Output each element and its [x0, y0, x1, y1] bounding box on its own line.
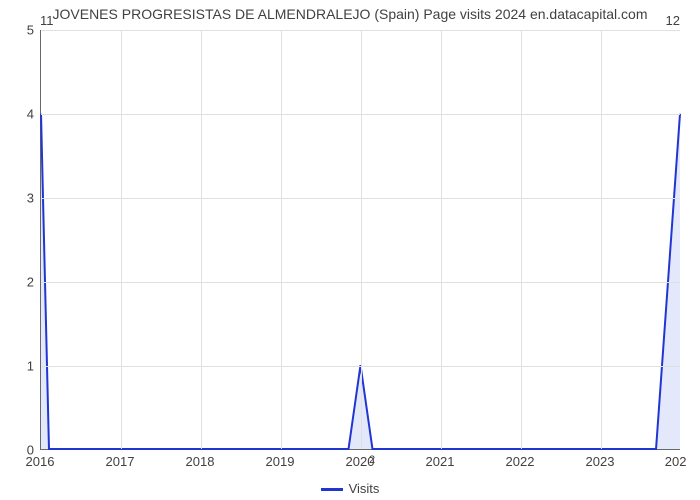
plot-area	[40, 30, 680, 450]
x-top-right-label: 12	[666, 13, 680, 28]
x-tick-label: 2018	[186, 454, 215, 469]
x-tick-label: 2019	[266, 454, 295, 469]
x-tick-label: 2022	[506, 454, 535, 469]
grid-v	[201, 30, 202, 449]
y-tick-label: 2	[27, 275, 34, 290]
x-tick-label: 2023	[586, 454, 615, 469]
x-tick-label: 2021	[426, 454, 455, 469]
x-tick-label: 2016	[26, 454, 55, 469]
grid-v	[121, 30, 122, 449]
x-top-left-label: 11	[40, 13, 54, 28]
y-tick-label: 4	[27, 107, 34, 122]
grid-v	[281, 30, 282, 449]
grid-v	[441, 30, 442, 449]
chart-container: JOVENES PROGRESISTAS DE ALMENDRALEJO (Sp…	[0, 0, 700, 500]
grid-v	[601, 30, 602, 449]
x-tick-label: 2017	[106, 454, 135, 469]
chart-title: JOVENES PROGRESISTAS DE ALMENDRALEJO (Sp…	[0, 6, 700, 22]
y-tick-label: 5	[27, 23, 34, 38]
grid-v	[521, 30, 522, 449]
y-tick-label: 3	[27, 191, 34, 206]
x-secondary-label: 2	[369, 454, 375, 466]
x-tick-label-last: 202	[665, 454, 687, 469]
legend-label: Visits	[349, 481, 380, 496]
legend: Visits	[0, 481, 700, 496]
legend-swatch	[321, 488, 343, 491]
grid-v	[361, 30, 362, 449]
y-tick-label: 1	[27, 359, 34, 374]
